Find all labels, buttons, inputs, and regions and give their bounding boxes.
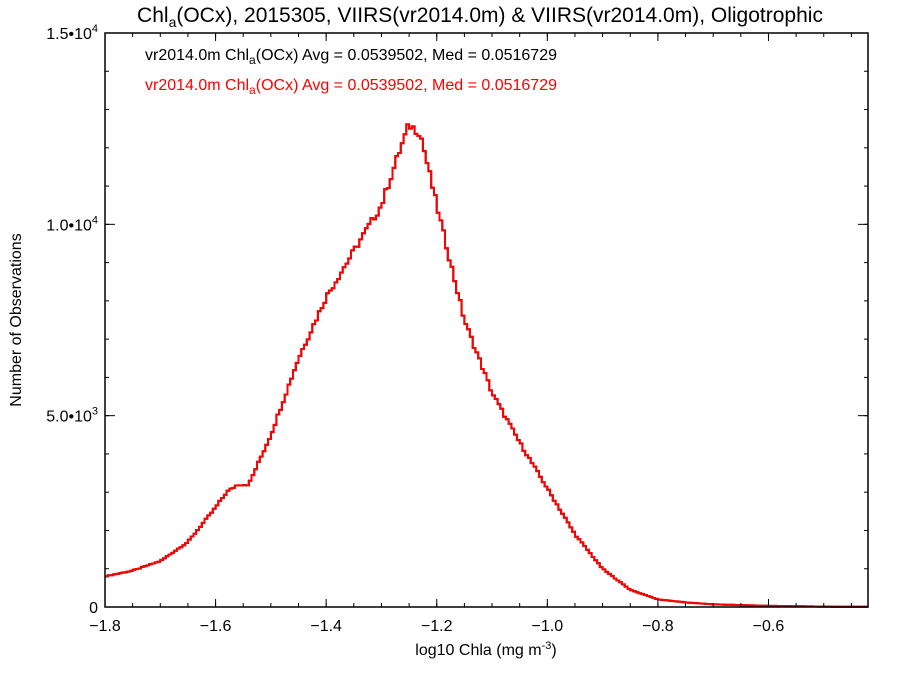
series-line-1 [105, 123, 868, 608]
series-layer [105, 123, 868, 608]
annotation-line-1: vr2014.0m Chla(OCx) Avg = 0.0539502, Med… [145, 47, 557, 67]
series-line-2 [105, 123, 868, 608]
annotation-line-2: vr2014.0m Chla(OCx) Avg = 0.0539502, Med… [145, 77, 557, 97]
x-axis-label-text: log10 Chla (mg m [415, 642, 541, 659]
annotation-2-sub: a [249, 83, 256, 97]
x-tick-label: −1.2 [421, 618, 453, 635]
y-tick-label-exp: 3 [92, 406, 98, 418]
annotation-1-post: (OCx) Avg = 0.0539502, Med = 0.0516729 [256, 47, 557, 64]
x-axis-label-close: ) [551, 642, 556, 659]
title-prefix: Chl [137, 4, 169, 27]
y-axis-label: Number of Observations [8, 233, 25, 406]
x-tick-label: −1.0 [532, 618, 564, 635]
y-tick-label-base: 5.0•10 [46, 409, 92, 426]
x-tick-label: −1.4 [310, 618, 342, 635]
x-tick-label: −0.6 [753, 618, 785, 635]
annotation-1-sub: a [249, 53, 256, 67]
plot-frame [104, 32, 869, 608]
y-tick-label: 5.0•103 [46, 406, 98, 426]
y-tick-label-exp: 4 [92, 214, 98, 226]
x-tick-label: −1.6 [200, 618, 232, 635]
x-axis-label: log10 Chla (mg m-3) [415, 640, 556, 659]
y-tick-label-base: 1.5•10 [46, 26, 92, 43]
x-tick-label: −0.8 [642, 618, 674, 635]
y-tick-label: 1.5•104 [46, 23, 98, 43]
title-subscript: a [169, 14, 177, 30]
y-tick-label-base: 0 [89, 600, 98, 617]
annotation-1-pre: vr2014.0m Chl [145, 47, 249, 64]
y-tick-label-base: 1.0•10 [46, 217, 92, 234]
title-rest: (OCx), 2015305, VIIRS(vr2014.0m) & VIIRS… [176, 4, 823, 27]
y-tick-label-exp: 4 [92, 23, 98, 35]
annotation-2-pre: vr2014.0m Chl [145, 77, 249, 94]
x-axis-label-sup: -3 [542, 640, 552, 652]
y-tick-label: 1.0•104 [46, 214, 98, 234]
ticks-layer: −1.8 −1.6 −1.4 −1.2 −1.0 −0.8 −0.6 0 5.0•103 1.0•… [46, 23, 868, 635]
chart-title: Chla(OCx), 2015305, VIIRS(vr2014.0m) & V… [137, 4, 823, 30]
x-tick-label: −1.8 [89, 618, 121, 635]
annotation-2-post: (OCx) Avg = 0.0539502, Med = 0.0516729 [256, 77, 557, 94]
y-tick-label: 0 [89, 600, 98, 617]
